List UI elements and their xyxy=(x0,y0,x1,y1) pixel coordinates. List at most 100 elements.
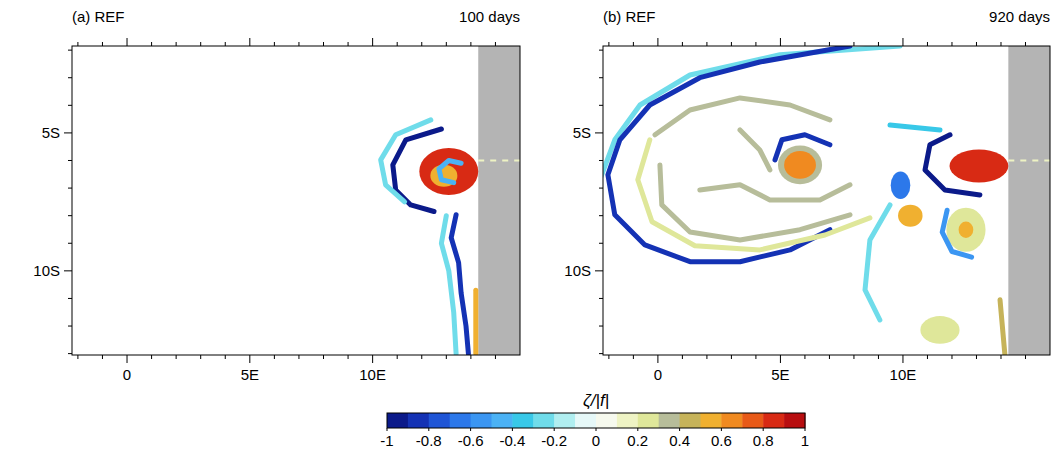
x-minor-tick xyxy=(804,42,805,46)
y-tick-label: 5S xyxy=(573,124,591,141)
colorbar-tick xyxy=(721,428,722,431)
vorticity-filament xyxy=(1000,300,1005,355)
colorbar-tick xyxy=(805,428,806,431)
x-minor-tick xyxy=(853,355,854,359)
colorbar-tick-label: 1 xyxy=(801,432,809,449)
colorbar-bin xyxy=(596,413,617,428)
x-minor-tick xyxy=(151,42,152,46)
x-minor-tick xyxy=(323,355,324,359)
plot-frame xyxy=(72,46,520,355)
colorbar-bin xyxy=(450,413,471,428)
colorbar-bin xyxy=(533,413,554,428)
x-minor-tick xyxy=(804,355,805,359)
y-minor-tick xyxy=(599,215,603,216)
x-minor-tick xyxy=(225,42,226,46)
colorbar-bin xyxy=(680,413,701,428)
colorbar-bin xyxy=(408,413,429,428)
colorbar-tick-label: -0.6 xyxy=(458,432,484,449)
x-minor-tick xyxy=(878,355,879,359)
x-tick xyxy=(127,355,128,363)
vorticity-filament xyxy=(478,160,520,162)
x-minor-tick xyxy=(976,355,977,359)
vorticity-filament xyxy=(890,125,940,130)
x-tick xyxy=(249,355,250,363)
vorticity-eddy xyxy=(784,151,816,179)
colorbar-bin xyxy=(742,413,763,428)
colorbar-tick xyxy=(679,428,680,431)
x-minor-tick xyxy=(298,42,299,46)
y-minor-tick xyxy=(599,105,603,106)
x-tick-label: 10E xyxy=(359,366,386,383)
x-minor-tick xyxy=(731,355,732,359)
x-minor-tick xyxy=(633,355,634,359)
colorbar-frame xyxy=(387,413,805,428)
colorbar-bin xyxy=(429,413,450,428)
colorbar-bin xyxy=(784,413,805,428)
x-minor-tick xyxy=(470,42,471,46)
colorbar-tick-label: -0.2 xyxy=(541,432,567,449)
colorbar-bin xyxy=(721,413,742,428)
y-minor-tick xyxy=(68,243,72,244)
x-tick-label: 10E xyxy=(890,366,917,383)
y-minor-tick xyxy=(599,50,603,51)
x-minor-tick xyxy=(102,42,103,46)
x-tick xyxy=(657,355,658,363)
y-tick-label: 5S xyxy=(42,124,60,141)
y-minor-tick xyxy=(68,77,72,78)
y-tick xyxy=(64,270,72,271)
colorbar-tick xyxy=(596,428,597,431)
panel-title: (a) REF xyxy=(72,8,125,25)
x-minor-tick xyxy=(1025,355,1026,359)
x-minor-tick xyxy=(348,42,349,46)
panel-title: (b) REF xyxy=(603,8,656,25)
y-minor-tick xyxy=(68,105,72,106)
land xyxy=(478,46,520,355)
y-minor-tick xyxy=(68,326,72,327)
x-minor-tick xyxy=(829,42,830,46)
colorbar-bin xyxy=(701,413,722,428)
vorticity-eddy xyxy=(920,316,959,344)
x-minor-tick xyxy=(706,355,707,359)
x-minor-tick xyxy=(608,42,609,46)
y-tick xyxy=(595,270,603,271)
figure: 05E10E5S10S(a) REF100 days05E10E5S10S(b)… xyxy=(0,0,1056,474)
colorbar-label: ζ/|f| xyxy=(583,391,609,410)
vorticity-eddy xyxy=(778,146,822,185)
colorbar-tick xyxy=(387,428,388,431)
vorticity-eddy xyxy=(946,208,985,252)
x-minor-tick xyxy=(633,42,634,46)
colorbar-tick-label: -1 xyxy=(380,432,393,449)
colorbar-tick xyxy=(428,428,429,431)
colorbar-bin xyxy=(512,413,533,428)
x-tick xyxy=(127,38,128,46)
x-minor-tick xyxy=(829,355,830,359)
x-minor-tick xyxy=(495,355,496,359)
background xyxy=(0,0,1056,474)
x-tick-label: 0 xyxy=(123,366,131,383)
y-minor-tick xyxy=(68,298,72,299)
x-minor-tick xyxy=(927,355,928,359)
x-minor-tick xyxy=(976,42,977,46)
vorticity-filament xyxy=(381,120,431,202)
x-minor-tick xyxy=(951,42,952,46)
x-minor-tick xyxy=(878,42,879,46)
x-minor-tick xyxy=(176,355,177,359)
x-minor-tick xyxy=(682,42,683,46)
x-minor-tick xyxy=(151,355,152,359)
x-minor-tick xyxy=(446,355,447,359)
colorbar-bin xyxy=(575,413,596,428)
y-minor-tick xyxy=(599,77,603,78)
x-minor-tick xyxy=(470,355,471,359)
vorticity-filament xyxy=(700,185,850,200)
x-minor-tick xyxy=(200,42,201,46)
x-tick xyxy=(372,38,373,46)
vorticity-filament xyxy=(740,130,770,170)
x-tick-label: 5E xyxy=(771,366,789,383)
data-layer xyxy=(603,46,1050,355)
y-minor-tick xyxy=(599,160,603,161)
colorbar-tick-label: -0.4 xyxy=(499,432,525,449)
x-minor-tick xyxy=(421,42,422,46)
x-tick xyxy=(249,38,250,46)
colorbar-tick xyxy=(470,428,471,431)
x-minor-tick xyxy=(421,355,422,359)
